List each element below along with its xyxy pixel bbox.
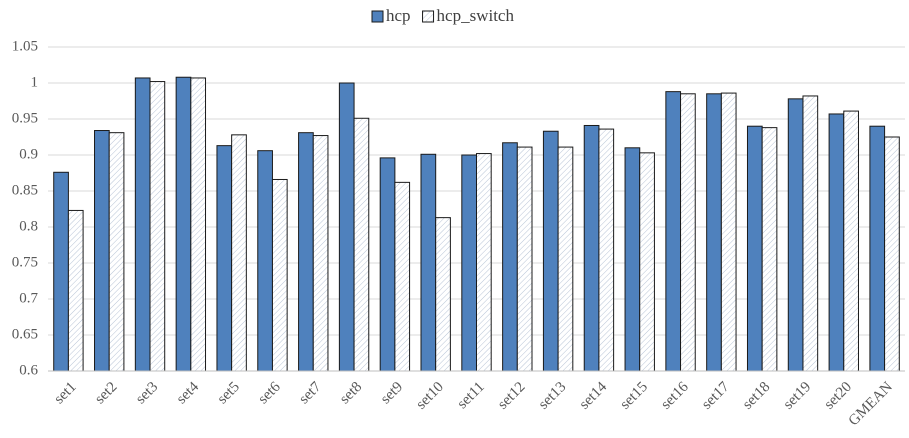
bar — [394, 181, 411, 372]
legend-swatch — [371, 10, 384, 23]
bar — [271, 178, 288, 372]
bar — [828, 113, 845, 372]
bar — [420, 153, 437, 372]
x-tick-label: set19 — [781, 379, 815, 413]
bar — [231, 134, 247, 372]
bar — [746, 125, 763, 372]
bar — [802, 95, 819, 372]
bar — [557, 146, 574, 372]
x-tick-label: set1 — [51, 379, 79, 407]
x-tick-label: set4 — [174, 379, 203, 408]
legend-label: hcp — [386, 6, 411, 25]
y-tick-label: 0.6 — [19, 362, 38, 378]
bar — [720, 92, 737, 372]
x-tick-label: GMEAN — [846, 379, 896, 429]
y-tick-label: 0.9 — [19, 146, 38, 162]
bar — [94, 130, 110, 372]
bar — [216, 145, 233, 372]
x-tick-label: set5 — [214, 379, 242, 407]
x-tick-label: set14 — [576, 379, 610, 413]
legend-swatch — [422, 10, 435, 23]
x-tick-label: set6 — [255, 379, 284, 408]
bar — [706, 93, 722, 372]
bar — [149, 81, 166, 372]
x-tick-label: set7 — [296, 379, 325, 408]
bar — [598, 128, 615, 372]
y-tick-label: 0.65 — [12, 326, 38, 342]
y-tick-label: 0.75 — [12, 254, 38, 270]
x-tick-label: set13 — [536, 379, 570, 413]
x-tick-label: set12 — [495, 379, 529, 413]
x-tick-label: set18 — [740, 379, 774, 413]
bar — [624, 147, 641, 372]
bar — [108, 132, 125, 372]
bar — [53, 171, 69, 372]
y-tick-label: 1.05 — [12, 38, 38, 54]
bar — [435, 217, 451, 372]
x-tick-label: set11 — [454, 379, 487, 412]
bar — [542, 130, 559, 372]
bar — [134, 77, 151, 372]
x-tick-label: set3 — [133, 379, 161, 407]
y-tick-label: 1 — [31, 74, 39, 90]
bar — [379, 157, 396, 372]
bar — [761, 127, 778, 372]
bar — [583, 124, 600, 372]
legend-label: hcp_switch — [437, 6, 515, 25]
bar — [680, 93, 696, 372]
y-tick-label: 0.7 — [19, 290, 38, 306]
bar — [665, 91, 682, 372]
x-tick-label: set15 — [617, 379, 651, 413]
x-tick-label: set9 — [378, 379, 406, 407]
bar — [476, 153, 492, 372]
bar — [257, 150, 273, 372]
bar — [461, 154, 477, 372]
x-tick-label: set2 — [92, 379, 120, 407]
bar — [298, 132, 314, 372]
bar — [67, 209, 84, 372]
bar — [787, 98, 804, 372]
bar — [869, 125, 886, 372]
bar — [884, 136, 900, 372]
y-tick-label: 0.95 — [12, 110, 38, 126]
bar — [175, 76, 192, 372]
bar — [639, 152, 655, 372]
y-tick-label: 0.85 — [12, 182, 38, 198]
bar — [353, 117, 370, 372]
bar — [502, 142, 518, 372]
x-tick-label: set17 — [699, 379, 733, 413]
x-tick-label: set10 — [413, 379, 447, 413]
bar — [312, 135, 329, 372]
bar — [516, 146, 533, 372]
bar — [338, 82, 355, 372]
x-tick-label: set20 — [821, 379, 855, 413]
x-tick-label: set8 — [337, 379, 365, 407]
y-tick-label: 0.8 — [19, 218, 38, 234]
bar — [843, 110, 859, 372]
bar — [190, 77, 207, 372]
x-tick-label: set16 — [658, 379, 692, 413]
